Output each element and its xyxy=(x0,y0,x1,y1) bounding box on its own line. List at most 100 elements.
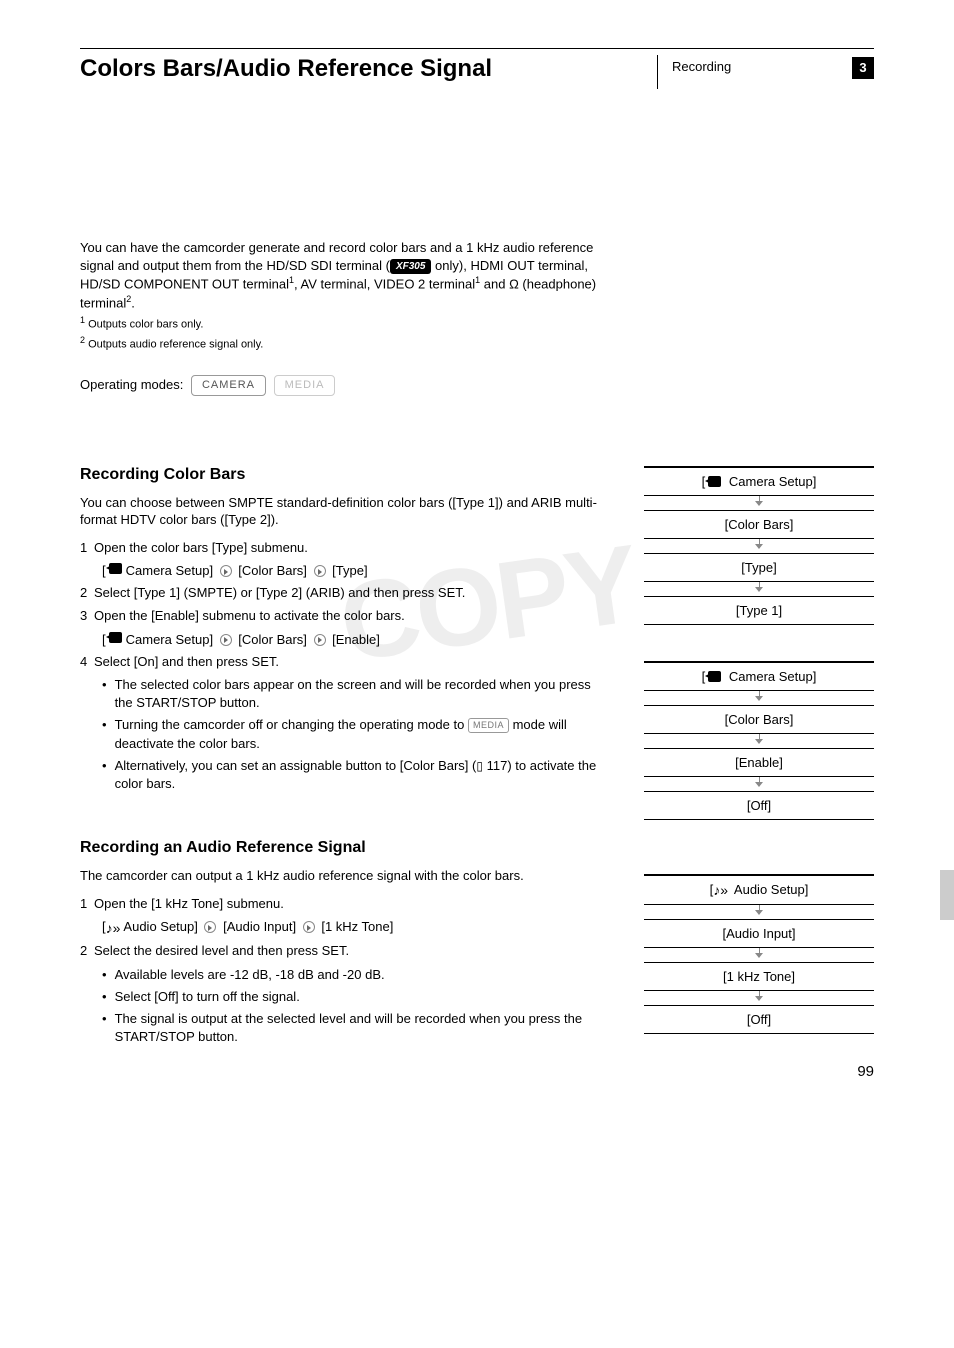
menu-g2-l3: [Enable] xyxy=(644,748,874,777)
audio-step-2: 2Select the desired level and then press… xyxy=(80,942,604,960)
menu-sidebar: [ Camera Setup] [Color Bars] [Type] [Typ… xyxy=(644,466,874,1070)
op-modes-label: Operating modes: xyxy=(80,377,187,392)
header-section-label: Recording xyxy=(672,55,852,89)
nav-arrow-icon xyxy=(220,565,232,577)
page-number: 99 xyxy=(857,1063,874,1080)
audio-step-1: 1Open the [1 kHz Tone] submenu. xyxy=(80,895,604,913)
cb-step-2-text: Select [Type 1] (SMPTE) or [Type 2] (ARI… xyxy=(94,585,465,600)
menu-g2-l1: [ Camera Setup] xyxy=(644,661,874,691)
menu-g1-l2: [Color Bars] xyxy=(644,510,874,539)
menu-g2-l2: [Color Bars] xyxy=(644,705,874,734)
bullet-icon: • xyxy=(102,757,107,793)
audio-bullet-2-text: Select [Off] to turn off the signal. xyxy=(115,988,300,1006)
audio-s1-path-c: [1 kHz Tone] xyxy=(318,919,394,934)
headphone-icon: Ω xyxy=(509,276,519,291)
intro-text-4: and xyxy=(480,276,509,291)
audio-bullet-3-text: The signal is output at the selected lev… xyxy=(115,1010,604,1046)
audio-bullet-1: • Available levels are -12 dB, -18 dB and… xyxy=(102,966,604,984)
nav-arrow-icon xyxy=(314,634,326,646)
nav-arrow-icon xyxy=(303,921,315,933)
camera-icon xyxy=(106,632,122,643)
bullet-icon: • xyxy=(102,988,107,1006)
menu-g3-l1: [♪» Audio Setup] xyxy=(644,874,874,905)
menu-sep-icon xyxy=(644,539,874,553)
bullet-icon: • xyxy=(102,966,107,984)
nav-arrow-icon xyxy=(314,565,326,577)
menu-sep-icon xyxy=(644,734,874,748)
cb-step-4: 4Select [On] and then press SET. xyxy=(80,653,604,671)
audio-step-2-text: Select the desired level and then press … xyxy=(94,943,349,958)
section-color-bars: Recording Color Bars You can choose betw… xyxy=(80,466,874,1070)
audio-icon: ♪» xyxy=(713,882,728,898)
menu-group-type: [ Camera Setup] [Color Bars] [Type] [Typ… xyxy=(644,466,874,625)
bullet-icon: • xyxy=(102,716,107,752)
footnote-2-text: Outputs audio reference signal only. xyxy=(85,339,263,351)
menu-sep-icon xyxy=(644,991,874,1005)
menu-sep-icon xyxy=(644,496,874,510)
cb-step-3-text: Open the [Enable] submenu to activate th… xyxy=(94,608,405,623)
camera-icon xyxy=(705,671,721,682)
nav-arrow-icon xyxy=(204,921,216,933)
audio-bullet-3: •The signal is output at the selected le… xyxy=(102,1010,604,1046)
menu-g1-l3: [Type] xyxy=(644,553,874,582)
intro-block: You can have the camcorder generate and … xyxy=(80,239,600,396)
camera-icon xyxy=(106,563,122,574)
cb-bullet-3a: Alternatively, you can set an assignable… xyxy=(115,758,477,773)
audio-bullet-1-text: Available levels are -12 dB, -18 dB and … xyxy=(115,966,385,984)
menu-sep-icon xyxy=(644,582,874,596)
color-bars-lead: You can choose between SMPTE standard-de… xyxy=(80,494,604,529)
color-bars-left: Recording Color Bars You can choose betw… xyxy=(80,466,604,1070)
cb-bullet-2a: Turning the camcorder off or changing th… xyxy=(115,717,468,732)
audio-lead: The camcorder can output a 1 kHz audio r… xyxy=(80,867,604,885)
cb-bullet-3: • Alternatively, you can set an assignabl… xyxy=(102,757,604,793)
mode-camera-badge: CAMERA xyxy=(191,375,266,396)
menu-g3-l2: [Audio Input] xyxy=(644,919,874,948)
bullet-icon: • xyxy=(102,676,107,712)
audio-s1-path-b: [Audio Input] xyxy=(219,919,299,934)
cb-step-1-path: [ Camera Setup] [Color Bars] [Type] xyxy=(102,562,604,580)
menu-sep-icon xyxy=(644,691,874,705)
audio-bullet-2: • Select [Off] to turn off the signal. xyxy=(102,988,604,1006)
mode-media-badge: MEDIA xyxy=(274,375,336,396)
cb-step-1-num: 1 xyxy=(80,539,94,557)
cb-bullet-3-ref: 117 xyxy=(487,758,508,773)
intro-text-3: , AV terminal, VIDEO 2 terminal xyxy=(294,276,475,291)
menu-g1-l4: [Type 1] xyxy=(644,596,874,625)
cb-step-3-path: [ Camera Setup] [Color Bars] [Enable] xyxy=(102,631,604,649)
intro-text-6: . xyxy=(131,295,135,310)
cb-step-4-num: 4 xyxy=(80,653,94,671)
chapter-badge: 3 xyxy=(852,57,874,79)
header-right: Recording 3 xyxy=(657,55,874,89)
book-icon: ▯ xyxy=(476,759,483,773)
cb-step-3-num: 3 xyxy=(80,607,94,625)
audio-step-2-num: 2 xyxy=(80,942,94,960)
menu-g3-l3: [1 kHz Tone] xyxy=(644,962,874,991)
cb-step-1-text: Open the color bars [Type] submenu. xyxy=(94,540,308,555)
audio-icon: ♪» xyxy=(106,919,121,938)
nav-arrow-icon xyxy=(220,634,232,646)
xf305-badge: XF305 xyxy=(390,259,431,275)
cb-s3-path-c: [Enable] xyxy=(329,632,380,647)
cb-step-2: 2Select [Type 1] (SMPTE) or [Type 2] (AR… xyxy=(80,584,604,602)
page: Colors Bars/Audio Reference Signal Recor… xyxy=(0,0,954,1110)
menu-g3-l4: [Off] xyxy=(644,1005,874,1034)
audio-s1-path-a: Audio Setup] xyxy=(123,919,201,934)
footnote-2: 2 Outputs audio reference signal only. xyxy=(80,334,600,353)
cb-s1-path-b: [Color Bars] xyxy=(235,563,311,578)
audio-step-1-path: [♪» Audio Setup] [Audio Input] [1 kHz To… xyxy=(102,918,604,938)
menu-sep-icon xyxy=(644,905,874,919)
menu-g3-l1-text: Audio Setup] xyxy=(731,882,808,897)
color-bars-heading: Recording Color Bars xyxy=(80,466,604,484)
menu-g1-l1: [ Camera Setup] xyxy=(644,466,874,496)
menu-g1-l1-text: Camera Setup] xyxy=(725,474,816,489)
operating-modes: Operating modes: CAMERA MEDIA xyxy=(80,375,600,396)
audio-step-1-text: Open the [1 kHz Tone] submenu. xyxy=(94,896,284,911)
cb-bullet-2: • Turning the camcorder off or changing t… xyxy=(102,716,604,752)
footnote-1-text: Outputs color bars only. xyxy=(85,319,203,331)
cb-s1-path-c: [Type] xyxy=(329,563,368,578)
bullet-icon: • xyxy=(102,1010,107,1046)
menu-g2-l4: [Off] xyxy=(644,791,874,820)
cb-s3-path-b: [Color Bars] xyxy=(235,632,311,647)
page-title: Colors Bars/Audio Reference Signal xyxy=(80,55,657,83)
menu-sep-icon xyxy=(644,777,874,791)
